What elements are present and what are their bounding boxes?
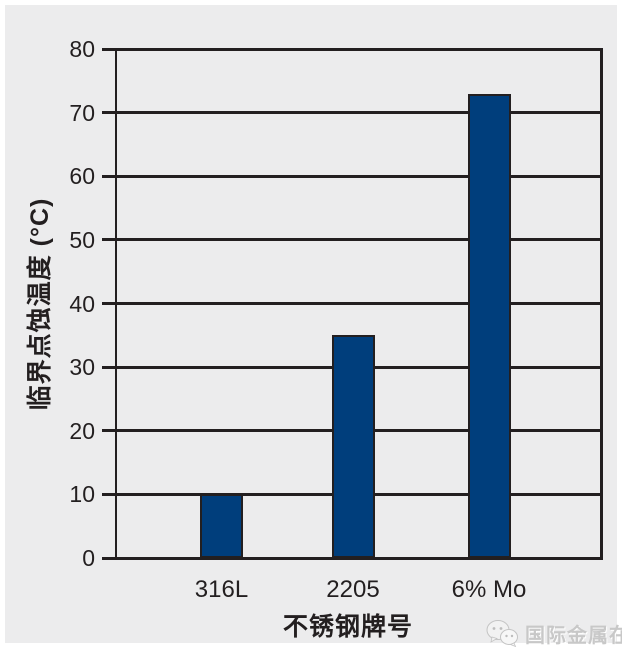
y-tick-label-50: 50 xyxy=(69,226,95,253)
plot-right-border xyxy=(600,49,603,560)
y-axis-line xyxy=(115,49,117,558)
gridline-70 xyxy=(102,111,603,115)
y-axis-title: 临界点蚀温度 (°C) xyxy=(26,197,54,411)
y-tick-label-70: 70 xyxy=(69,99,95,126)
y-tick-label-30: 30 xyxy=(69,354,95,381)
x-tick-label-2205: 2205 xyxy=(326,576,380,603)
bar-6-mo xyxy=(467,93,511,558)
y-tick-label-10: 10 xyxy=(69,481,95,508)
y-tick-label-20: 20 xyxy=(69,417,95,444)
gridline-60 xyxy=(102,174,603,178)
y-tick-label-40: 40 xyxy=(69,290,95,317)
watermark: 国际金属在线 xyxy=(486,617,622,649)
gridline-50 xyxy=(102,238,603,242)
wechat-icon xyxy=(486,620,518,647)
x-tick-label-316l: 316L xyxy=(194,576,249,603)
y-tick-label-60: 60 xyxy=(69,163,95,190)
gridline-40 xyxy=(102,302,603,305)
y-tick-label-0: 0 xyxy=(82,545,95,571)
bar-316l xyxy=(200,494,243,558)
gridline-80 xyxy=(102,47,603,51)
gridline-0 xyxy=(102,556,603,560)
x-tick-label-6-mo: 6% Mo xyxy=(451,576,527,603)
y-tick-label-80: 80 xyxy=(69,36,95,62)
chart-panel: 0 10 20 30 40 50 60 70 80 316L 2205 6% Mo 临界点蚀温度 (… xyxy=(5,5,622,647)
bar-2205 xyxy=(331,335,375,558)
x-axis-title: 不锈钢牌号 xyxy=(282,613,413,641)
watermark-text: 国际金属在线 xyxy=(525,624,622,647)
